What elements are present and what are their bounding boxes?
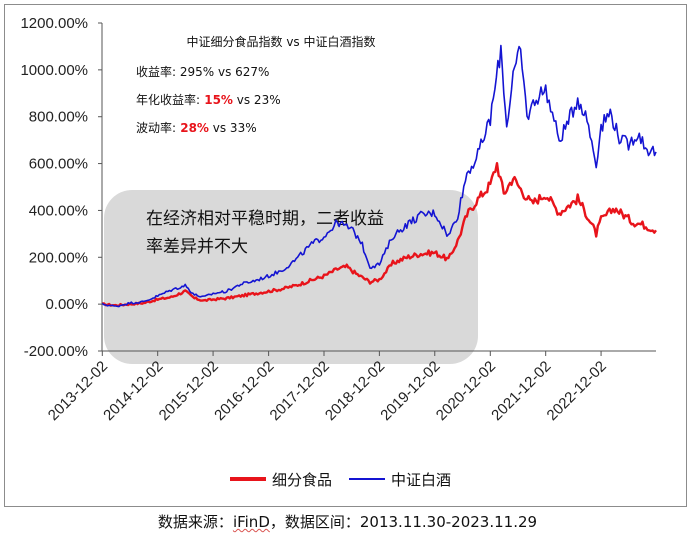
series-line-liquor (101, 44, 657, 308)
y-tick-label: 1200.00% (20, 15, 88, 32)
x-tick-label: 2022-12-02 (544, 358, 610, 424)
y-tick-label: 400.00% (29, 202, 88, 219)
annotation-text: 率差异并不大 (146, 237, 248, 257)
data-source-note: 数据来源：iFinD，数据区间：2013.11.30-2023.11.29 (0, 511, 695, 532)
legend-label: 细分食品 (272, 471, 332, 489)
source-prefix: 数据来源： (157, 513, 233, 531)
annotation-box (104, 190, 478, 364)
y-tick-label: 0.00% (45, 296, 88, 313)
y-tick-label: 1000.00% (20, 62, 88, 79)
chart-title: 中证细分食品指数 vs 中证白酒指数 (187, 34, 376, 49)
y-tick-label: -200.00% (24, 343, 88, 360)
y-tick-label: 800.00% (29, 109, 88, 126)
annotation-text: 在经济相对平稳时期，二者收益 (146, 209, 384, 229)
y-tick-label: 200.00% (29, 249, 88, 266)
stat-row: 波动率: 28% vs 33% (136, 120, 257, 135)
series-line-food (102, 162, 657, 307)
source-name: iFinD (232, 513, 270, 531)
legend-label: 中证白酒 (391, 471, 451, 489)
stat-row: 收益率: 295% vs 627% (136, 64, 269, 79)
y-tick-label: 600.00% (29, 156, 88, 173)
source-suffix: ，数据区间：2013.11.30-2023.11.29 (269, 513, 538, 531)
stat-row: 年化收益率: 15% vs 23% (136, 92, 281, 107)
